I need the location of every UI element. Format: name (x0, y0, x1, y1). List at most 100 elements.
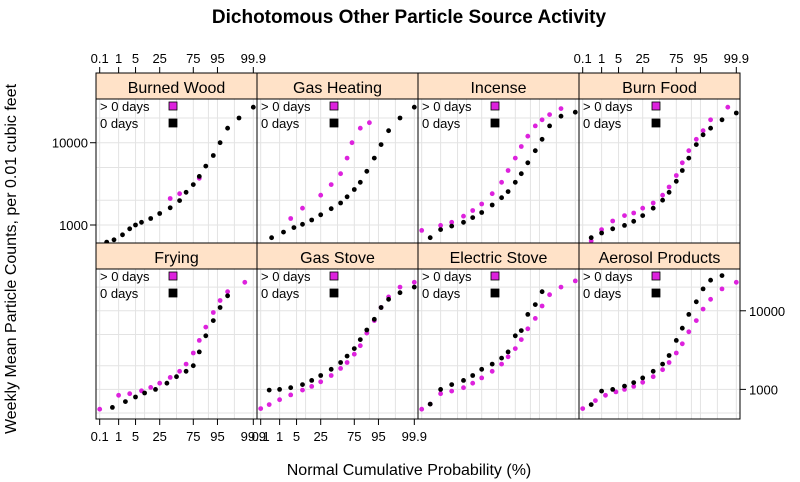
data-point (532, 302, 538, 307)
data-point (266, 402, 272, 407)
legend-swatch (329, 288, 339, 298)
data-point (378, 142, 384, 148)
data-point (419, 228, 425, 233)
data-point (505, 354, 511, 360)
data-point (733, 279, 739, 285)
panel-strip-label: Burn Food (622, 80, 697, 97)
data-point (419, 406, 425, 412)
legend-swatch (168, 101, 178, 111)
data-point (610, 218, 616, 224)
data-point (190, 350, 196, 356)
data-point (318, 192, 324, 198)
data-point (666, 353, 672, 358)
panel-strip-label: Burned Wood (128, 80, 226, 97)
data-point (427, 401, 433, 407)
data-point (512, 346, 518, 351)
data-point (411, 284, 417, 290)
x-tick-label: 75 (669, 51, 683, 66)
data-point (148, 385, 154, 390)
data-point (242, 279, 248, 285)
data-point (499, 195, 504, 201)
legend-swatch (651, 118, 661, 128)
x-tick-label: 5 (132, 51, 139, 66)
y-tick-label: 10000 (749, 304, 785, 319)
data-point (266, 387, 272, 393)
data-point (133, 222, 138, 228)
panel-strip (256, 242, 419, 270)
data-point (411, 279, 417, 285)
data-point (679, 341, 685, 347)
data-point (518, 144, 524, 149)
legend-label: 0 days (583, 116, 622, 131)
panel-strip (578, 72, 741, 100)
data-point (277, 397, 282, 403)
legend-label: > 0 days (583, 99, 633, 114)
data-point (344, 353, 350, 359)
x-tick-label: 95 (210, 51, 224, 66)
data-point (110, 405, 115, 410)
data-point (603, 392, 608, 398)
data-point (309, 217, 315, 223)
data-point (177, 191, 183, 197)
data-point (558, 284, 564, 290)
data-point (673, 338, 679, 343)
data-point (693, 318, 699, 323)
data-point (558, 106, 564, 111)
data-point (225, 293, 231, 299)
legend-swatch (329, 271, 339, 281)
data-point (210, 310, 216, 315)
data-point (679, 325, 685, 331)
data-point (479, 375, 485, 381)
data-point (318, 373, 324, 378)
data-point (525, 160, 531, 166)
data-point (196, 349, 202, 355)
data-point (479, 366, 485, 372)
data-point (164, 380, 170, 386)
x-tick-label: 0.1 (91, 51, 109, 66)
data-point (622, 383, 627, 389)
data-point (505, 189, 511, 195)
data-point (288, 392, 294, 398)
data-point (733, 110, 739, 116)
data-point (512, 155, 518, 161)
data-point (725, 104, 731, 110)
panel-incense: Incense > 0 days 0 days (417, 72, 580, 257)
data-point (236, 115, 242, 121)
data-point (572, 109, 578, 115)
data-point (123, 399, 128, 404)
x-tick-label: 95 (693, 51, 707, 66)
panel-strip-label: Incense (470, 80, 526, 97)
data-point (599, 388, 604, 394)
data-point (174, 374, 179, 380)
data-point (686, 312, 692, 317)
data-point (660, 197, 665, 203)
legend-label: 0 days (422, 286, 461, 301)
data-point (397, 115, 403, 121)
x-tick-label: 75 (347, 429, 361, 444)
data-point (344, 360, 350, 365)
legend-swatch (490, 271, 500, 281)
legend-swatch (651, 271, 661, 281)
data-point (631, 380, 637, 385)
data-point (461, 219, 466, 225)
data-point (116, 392, 121, 398)
data-point (225, 289, 231, 295)
x-tick-label: 25 (152, 429, 166, 444)
data-point (693, 136, 699, 142)
legend-label: > 0 days (422, 99, 472, 114)
data-point (673, 178, 679, 184)
data-point (558, 113, 564, 119)
x-tick-label: 5 (293, 429, 300, 444)
data-point (610, 226, 616, 232)
data-point (177, 198, 183, 204)
panel-strip-label: Gas Stove (300, 250, 375, 267)
data-point (269, 235, 274, 241)
data-point (357, 337, 363, 342)
data-point (470, 380, 476, 386)
y-tick-label: 1000 (59, 218, 88, 233)
legend-swatch (168, 271, 178, 281)
y-tick-label: 10000 (52, 136, 88, 151)
data-point (338, 200, 343, 206)
data-point (250, 104, 256, 110)
x-tick-label: 5 (615, 51, 622, 66)
